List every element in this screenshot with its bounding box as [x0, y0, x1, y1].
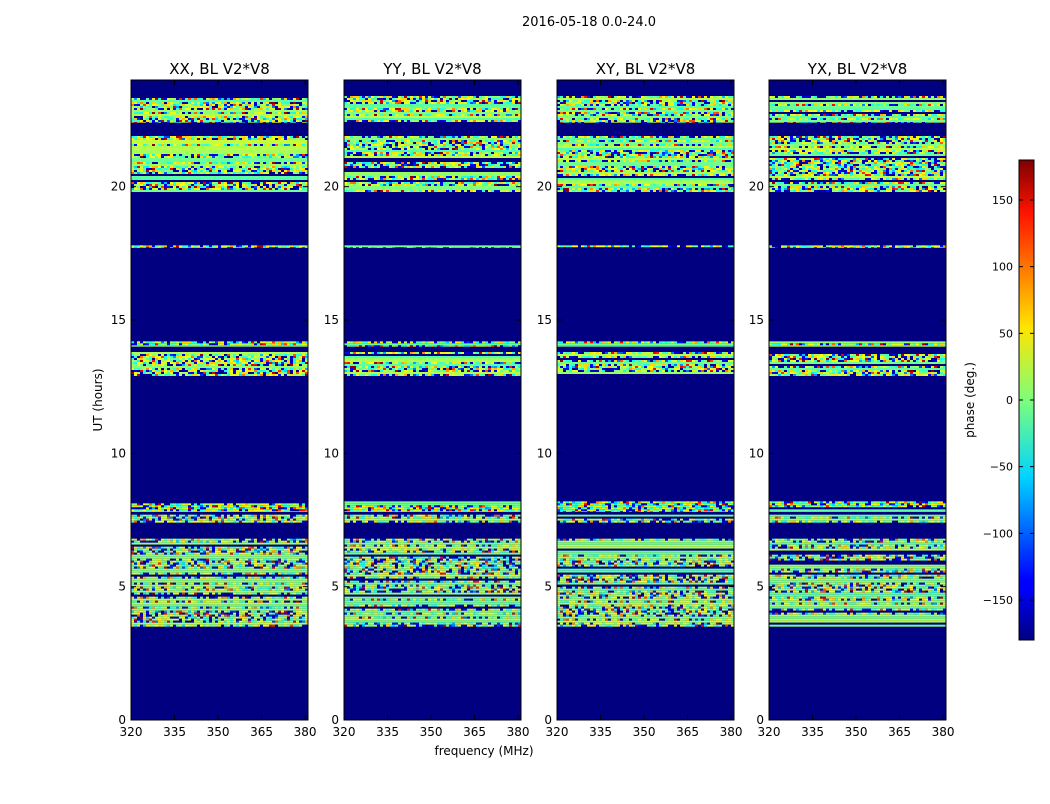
data-band [769, 352, 946, 376]
panel-xy: XY, BL V2*V8 320 335 350 365 380 0 5 10 15 20 [537, 60, 743, 739]
x-tick-label: 350 [845, 725, 868, 739]
y-tick-label: 10 [537, 446, 552, 460]
data-band [131, 341, 308, 346]
y-tick-label: 0 [544, 713, 552, 727]
y-tick-label: 15 [324, 313, 339, 327]
y-tick-label: 0 [118, 713, 126, 727]
data-band [131, 515, 308, 523]
panel-title: YX, BL V2*V8 [807, 60, 908, 78]
data-band [769, 136, 946, 192]
x-tick-label: 380 [507, 725, 530, 739]
data-band [131, 352, 308, 376]
y-tick-label: 10 [749, 446, 764, 460]
panel-title: XX, BL V2*V8 [169, 60, 270, 78]
y-tick-label: 20 [749, 180, 764, 194]
x-tick-label: 335 [589, 725, 612, 739]
panel-yx: YX, BL V2*V8 320 335 350 365 380 0 5 10 15 20 [749, 60, 955, 739]
heatmap-bands [131, 96, 308, 627]
panel-yy: YY, BL V2*V8 320 335 350 365 380 0 5 10 15 20 [324, 60, 530, 739]
y-tick-label: 5 [544, 580, 552, 594]
y-tick-label: 15 [537, 313, 552, 327]
x-tick-label: 380 [720, 725, 743, 739]
x-tick-label: 320 [546, 725, 569, 739]
x-tick-label: 335 [163, 725, 186, 739]
heatmap-bands [769, 96, 946, 627]
x-tick-label: 335 [801, 725, 824, 739]
y-tick-label: 0 [756, 713, 764, 727]
y-tick-label: 20 [111, 180, 126, 194]
y-axis-label: UT (hours) [91, 368, 105, 431]
y-tick-label: 20 [324, 180, 339, 194]
x-tick-label: 350 [633, 725, 656, 739]
panel-xx: XX, BL V2*V8 320 335 350 365 380 0 5 10 15 20 [111, 60, 317, 739]
data-band [769, 245, 946, 248]
x-tick-label: 380 [294, 725, 317, 739]
x-tick-label: 350 [207, 725, 230, 739]
data-band [557, 515, 734, 523]
data-band [131, 245, 308, 248]
data-band [131, 96, 308, 123]
heatmap-bands [344, 96, 521, 627]
x-tick-label: 320 [333, 725, 356, 739]
y-tick-label: 0 [331, 713, 339, 727]
y-tick-label: 5 [756, 580, 764, 594]
y-tick-label: 10 [324, 446, 339, 460]
data-band [769, 501, 946, 512]
colorbar-tick-label: 150 [992, 194, 1013, 207]
x-tick-label: 380 [932, 725, 955, 739]
y-tick-label: 15 [111, 313, 126, 327]
x-tick-label: 365 [463, 725, 486, 739]
y-tick-label: 5 [118, 580, 126, 594]
y-tick-label: 10 [111, 446, 126, 460]
y-tick-label: 5 [331, 580, 339, 594]
colorbar-tick-label: 50 [999, 327, 1013, 340]
x-tick-label: 365 [250, 725, 273, 739]
colorbar-label: phase (deg.) [963, 362, 977, 438]
data-band [344, 96, 521, 123]
panel-title: XY, BL V2*V8 [596, 60, 696, 78]
data-band [131, 501, 308, 512]
y-tick-label: 15 [749, 313, 764, 327]
colorbar-tick-label: 0 [1006, 394, 1013, 407]
data-band [344, 539, 521, 627]
data-band [344, 515, 521, 523]
x-tick-label: 365 [676, 725, 699, 739]
data-band [557, 136, 734, 192]
colorbar-tick-label: −50 [990, 461, 1013, 474]
y-tick-label: 20 [537, 180, 552, 194]
x-axis-label: frequency (MHz) [434, 744, 533, 758]
x-tick-label: 350 [420, 725, 443, 739]
data-band [557, 341, 734, 346]
data-band [557, 501, 734, 512]
colorbar-tick-label: 100 [992, 261, 1013, 274]
x-tick-label: 335 [376, 725, 399, 739]
data-band [344, 341, 521, 346]
x-tick-label: 365 [888, 725, 911, 739]
data-band [344, 245, 521, 248]
data-band [344, 352, 521, 376]
data-band [769, 539, 946, 627]
data-band [344, 136, 521, 192]
x-tick-label: 320 [758, 725, 781, 739]
colorbar-tick-label: −150 [983, 594, 1013, 607]
x-tick-label: 320 [120, 725, 143, 739]
panel-title: YY, BL V2*V8 [382, 60, 481, 78]
data-band [769, 96, 946, 123]
colorbar: −150 −100 −50 0 50 100 150 phase (deg.) [963, 160, 1034, 640]
figure-title: 2016-05-18 0.0-24.0 [522, 15, 656, 30]
data-band [131, 136, 308, 192]
data-band [557, 352, 734, 376]
data-band [769, 515, 946, 523]
data-band [557, 96, 734, 123]
data-band [557, 539, 734, 627]
data-band [131, 539, 308, 627]
data-band [344, 501, 521, 512]
colorbar-tick-label: −100 [983, 527, 1013, 540]
data-band [557, 245, 734, 248]
heatmap-bands [557, 96, 734, 627]
data-band [769, 341, 946, 346]
